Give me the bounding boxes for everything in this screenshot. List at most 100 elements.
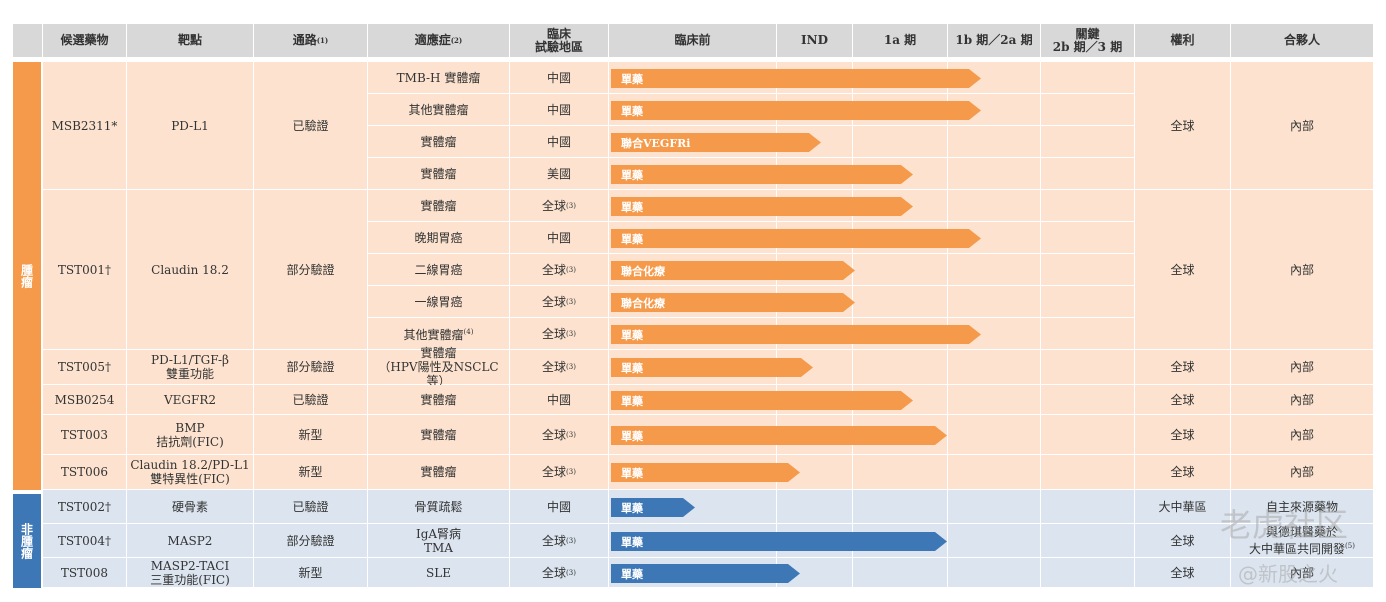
region-name: 全球 — [542, 294, 567, 309]
indication-wrap: 實體瘤 — [420, 428, 456, 442]
candidate-name: TST006 — [60, 465, 109, 479]
header-rights: 權利 — [1135, 24, 1231, 57]
region-cell: 美國 — [510, 158, 609, 190]
indication-name: 二線胃癌 — [414, 262, 463, 277]
region-cell: 中國 — [510, 62, 609, 94]
indication-name: 實體瘤 — [420, 134, 457, 149]
rights-cell: 全球 — [1135, 455, 1231, 490]
rights-value: 全球 — [1170, 533, 1195, 548]
stage-grid-cell — [948, 126, 1041, 158]
candidate-cell: TST008 — [43, 558, 127, 588]
region-cell: 中國 — [510, 126, 609, 158]
candidate-cell: TST001† — [43, 190, 127, 350]
region-cell: 全球 (3) — [510, 286, 609, 318]
sidebar-oncology: 腫瘤 — [13, 62, 41, 490]
region-cell: 全球 (3) — [510, 350, 609, 385]
header-pivotal-l2: 2b 期／3 期 — [1052, 39, 1123, 54]
indication-cell: 實體瘤 （HPV陽性及NSCLC 等） — [368, 346, 510, 388]
pathway-value: 部分驗證 — [286, 262, 335, 277]
target-cell: VEGFR2 — [127, 385, 254, 415]
indication-cell: 晚期胃癌 — [368, 222, 510, 254]
target-name: MASP2 — [167, 533, 213, 548]
stage-grid-cell — [1041, 415, 1135, 455]
pathway-cell: 部分驗證 — [254, 350, 368, 385]
indication-cell: IgA腎病 TMA — [368, 524, 510, 558]
progress-arrow-label: 單藥 — [621, 567, 643, 581]
indication-wrap: 實體瘤 — [420, 199, 456, 213]
indication-wrap: 晚期胃癌 — [414, 231, 462, 245]
header-pathway-note: (1) — [316, 36, 329, 45]
progress-arrow: 單藥 — [611, 498, 695, 517]
target-cell: 硬骨素 — [127, 490, 254, 524]
progress-arrow: 單藥 — [611, 101, 981, 120]
indication-wrap: 骨質疏鬆 — [414, 500, 462, 514]
partner-value: 自主來源藥物 — [1265, 499, 1338, 514]
progress-arrow: 單藥 — [611, 463, 800, 482]
stage-grid-cell — [1041, 158, 1135, 190]
rights-value: 全球 — [1170, 360, 1195, 374]
pathway-value: 新型 — [298, 465, 323, 479]
region-name: 全球 — [542, 198, 567, 213]
candidate-cell: MSB0254 — [43, 385, 127, 415]
pathway-cell: 已驗證 — [254, 62, 368, 190]
candidate-name: TST002† — [57, 499, 112, 514]
progress-arrow: 聯合化療 — [611, 261, 855, 280]
pathway-cell: 已驗證 — [254, 490, 368, 524]
rights-cell: 全球 — [1135, 524, 1231, 558]
rights-cell: 全球 — [1135, 558, 1231, 588]
pathway-value: 部分驗證 — [286, 533, 335, 548]
partner-cell: 內部 — [1231, 385, 1374, 415]
region-note: (3) — [566, 265, 576, 274]
progress-arrow-label: 單藥 — [621, 429, 643, 443]
region-cell: 全球 (3) — [510, 190, 609, 222]
partner-value: 內部 — [1289, 118, 1314, 133]
stage-grid-cell — [1041, 94, 1135, 126]
stage-grid-cell — [948, 490, 1041, 524]
indication-wrap: SLE — [426, 566, 451, 580]
indication-wrap: TMB-H 實體瘤 — [397, 71, 481, 85]
indication-cell: 實體瘤 — [368, 190, 510, 222]
pathway-value: 已驗證 — [292, 118, 329, 133]
indication-wrap: 其他實體瘤 — [408, 103, 468, 117]
indication-cell: 骨質疏鬆 — [368, 490, 510, 524]
indication-name: 一線胃癌 — [414, 294, 463, 309]
stage-grid-cell — [853, 254, 948, 286]
target-name: PD-L1 — [171, 118, 209, 133]
indication-name: 骨質疏鬆 — [414, 499, 463, 514]
header-pathway: 通路 (1) — [254, 24, 368, 57]
stage-grid-cell — [853, 490, 948, 524]
rights-value: 大中華區 — [1158, 499, 1207, 514]
stage-grid-cell — [853, 558, 948, 588]
region-note: (3) — [566, 201, 576, 210]
indication-name: SLE — [426, 565, 451, 580]
pathway-cell: 部分驗證 — [254, 190, 368, 350]
stage-grid-cell — [948, 190, 1041, 222]
region-cell: 全球 (3) — [510, 318, 609, 350]
region-name: 全球 — [542, 262, 567, 277]
region-note: (3) — [566, 363, 576, 371]
pathway-cell: 部分驗證 — [254, 524, 368, 558]
indication-name: 實體瘤 — [420, 198, 457, 213]
target-name: 硬骨素 — [171, 499, 208, 514]
candidate-name: TST005† — [57, 360, 112, 374]
rights-value: 全球 — [1170, 392, 1195, 407]
header-region: 臨床 試驗地區 — [510, 24, 609, 57]
region-note: (3) — [566, 468, 576, 476]
target-cell: MASP2-TACI 三重功能(FIC) — [127, 558, 254, 588]
stage-grid-cell — [853, 455, 948, 490]
rights-cell: 全球 — [1135, 350, 1231, 385]
partner-value: 內部 — [1289, 427, 1314, 442]
target-cell: PD-L1/TGF-β 雙重功能 — [127, 350, 254, 385]
stage-grid-cell — [948, 524, 1041, 558]
progress-arrow: 聯合化療 — [611, 293, 855, 312]
stage-grid-cell — [948, 350, 1041, 385]
target-name-line1: Claudin 18.2/PD-L1 — [130, 458, 250, 472]
target-name-line1: MASP2-TACI — [150, 558, 230, 573]
progress-arrow-label: 單藥 — [621, 535, 643, 549]
header-phase1b2a: 1b 期／2a 期 — [948, 24, 1041, 57]
indication-line2: （HPV陽性及NSCLC 等） — [378, 360, 499, 388]
progress-arrow: 聯合VEGFRi — [611, 133, 821, 152]
pathway-cell: 新型 — [254, 558, 368, 588]
indication-cell: 實體瘤 — [368, 158, 510, 190]
partner-value: 內部 — [1289, 360, 1314, 374]
